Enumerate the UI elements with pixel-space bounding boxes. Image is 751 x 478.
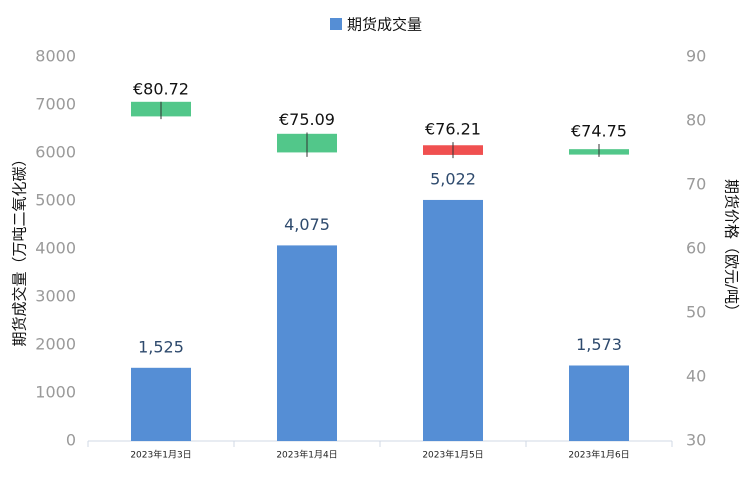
candle-value-label: €74.75 [571, 122, 627, 141]
y-tick-label: 6000 [35, 143, 76, 162]
legend-label: 期货成交量 [347, 16, 422, 34]
bar-value-label: 1,573 [576, 335, 622, 354]
y2-tick-label: 70 [686, 175, 706, 194]
y2-tick-label: 90 [686, 47, 706, 66]
y-tick-label: 7000 [35, 95, 76, 114]
y-axis-title: 期货成交量（万吨二氧化碳） [11, 151, 29, 346]
bar [423, 199, 483, 441]
candle-value-label: €80.72 [133, 79, 189, 98]
y-tick-label: 3000 [35, 287, 76, 306]
y-tick-label: 4000 [35, 239, 76, 258]
y-tick-label: 2000 [35, 335, 76, 354]
y-tick-label: 8000 [35, 47, 76, 66]
bar [569, 365, 629, 441]
x-tick-label: 2023年1月5日 [422, 449, 483, 461]
candle-value-label: €76.21 [425, 120, 481, 139]
y-tick-label: 0 [66, 431, 76, 450]
x-tick-label: 2023年1月3日 [130, 449, 191, 461]
bar-value-label: 4,075 [284, 215, 330, 234]
bar-value-label: 5,022 [430, 169, 476, 188]
bar [131, 367, 191, 441]
y2-tick-label: 80 [686, 111, 706, 130]
legend-swatch [330, 18, 342, 30]
bar [277, 245, 337, 441]
bar-value-label: 1,525 [138, 337, 184, 356]
y-tick-label: 1000 [35, 383, 76, 402]
y2-axis-title: 期货价格（欧元/吨） [723, 179, 741, 319]
x-tick-label: 2023年1月6日 [568, 449, 629, 461]
x-tick-label: 2023年1月4日 [276, 449, 337, 461]
y2-tick-label: 50 [686, 303, 706, 322]
candle-value-label: €75.09 [279, 110, 335, 129]
y2-tick-label: 60 [686, 239, 706, 258]
y2-tick-label: 40 [686, 367, 706, 386]
y2-tick-label: 30 [686, 431, 706, 450]
y-tick-label: 5000 [35, 191, 76, 210]
